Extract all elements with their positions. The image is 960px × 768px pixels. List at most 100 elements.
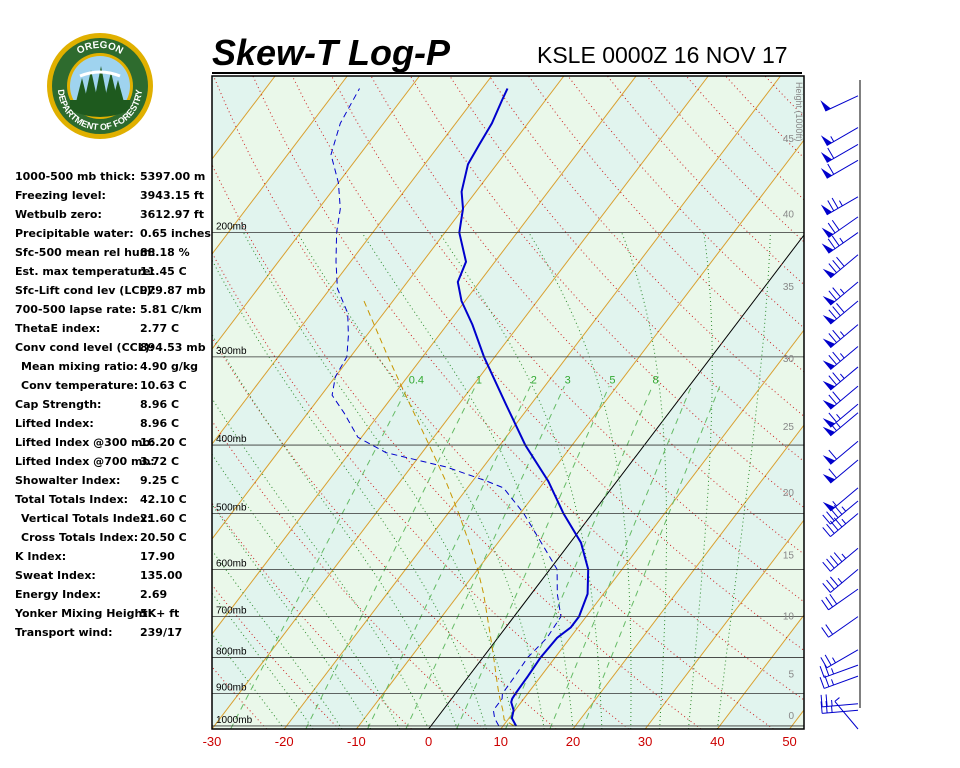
mixing-ratio-label: 1 bbox=[476, 374, 482, 386]
wind-barb bbox=[820, 649, 859, 669]
stat-value: 5397.00 m bbox=[140, 170, 206, 183]
stat-label: Est. max temperature: bbox=[15, 265, 155, 278]
wind-barb bbox=[821, 616, 859, 638]
wind-barb bbox=[821, 216, 859, 238]
stat-label: Lifted Index @300 mb: bbox=[15, 436, 155, 449]
wind-barb-half-flag bbox=[830, 136, 835, 142]
wind-barb-flag bbox=[832, 306, 841, 317]
wind-barb-pennant bbox=[822, 295, 836, 306]
dewpoint-profile bbox=[330, 88, 562, 727]
pressure-label: 800mb bbox=[216, 647, 247, 658]
pressure-label: 200mb bbox=[216, 222, 247, 233]
oregon-department-of-forestry-logo: OREGON DEPARTMENT OF FORESTRY bbox=[47, 33, 153, 139]
height-tick-label: 20 bbox=[783, 488, 795, 499]
isotherm bbox=[0, 76, 203, 729]
wind-barb-staff bbox=[824, 664, 859, 678]
dry-adiabat bbox=[212, 163, 702, 729]
height-tick-label: 5 bbox=[788, 670, 794, 681]
mixing-ratio-line bbox=[367, 385, 531, 729]
stat-row: Wetbulb zero: 3612.97 ft bbox=[15, 206, 215, 225]
moist-adiabat bbox=[716, 232, 771, 729]
stat-row: Sfc-Lift cond lev (LCL): 979.87 mb bbox=[15, 282, 215, 301]
stat-label: Conv cond level (CCL): bbox=[15, 341, 155, 354]
wind-barb-flag bbox=[832, 391, 841, 402]
stat-value: 2.77 C bbox=[140, 322, 180, 335]
wind-barb bbox=[822, 324, 859, 349]
wind-barb-flag bbox=[828, 290, 837, 301]
stat-label: 700-500 lapse rate: bbox=[15, 303, 137, 316]
isotherm bbox=[0, 76, 131, 729]
wind-barb-staff bbox=[830, 459, 859, 484]
wind-barb-half-flag bbox=[831, 679, 835, 686]
wind-barb bbox=[821, 588, 859, 611]
stat-value: 4.90 g/kg bbox=[140, 360, 199, 373]
wind-barb bbox=[822, 281, 859, 306]
wind-barb-pennant bbox=[822, 426, 836, 436]
wind-barb-flag bbox=[820, 701, 823, 714]
temperature-tick-label: -30 bbox=[203, 734, 222, 749]
zero-isotherm bbox=[428, 234, 804, 729]
stat-value: 11.45 C bbox=[140, 265, 187, 278]
wind-barb-staff bbox=[830, 440, 859, 465]
wind-barb-pennant bbox=[822, 455, 836, 465]
wind-barb-flag bbox=[828, 375, 837, 386]
moist-adiabat bbox=[528, 232, 632, 729]
wind-barb bbox=[820, 196, 859, 216]
moist-adiabat bbox=[688, 232, 713, 729]
wind-barb-half-flag bbox=[841, 518, 847, 525]
mixing-ratio-label: 5 bbox=[609, 374, 615, 386]
wind-barb-half-flag bbox=[839, 331, 845, 337]
stat-label: Energy Index: bbox=[15, 588, 101, 601]
wind-barb-flag bbox=[828, 263, 837, 274]
plot-frame bbox=[211, 75, 805, 730]
wind-barb-flag bbox=[831, 235, 840, 247]
wind-barb bbox=[820, 127, 859, 147]
dry-adiabat bbox=[212, 251, 629, 729]
wind-barb-flag bbox=[821, 627, 829, 638]
stat-row: Cap Strength: 8.96 C bbox=[15, 396, 215, 415]
wind-barb bbox=[821, 232, 859, 254]
dry-adiabat bbox=[370, 76, 804, 555]
stat-value: 0.65 inches bbox=[140, 227, 211, 240]
wind-barb-flag bbox=[829, 593, 838, 605]
wind-barb-pennant bbox=[820, 100, 831, 111]
mixing-ratio-line bbox=[405, 385, 565, 729]
isotherm bbox=[212, 76, 493, 445]
stat-label: Sweat Index: bbox=[15, 569, 96, 582]
stat-value: 3943.15 ft bbox=[140, 189, 204, 202]
wind-barb bbox=[822, 547, 859, 572]
stat-value: 17.90 bbox=[140, 550, 175, 563]
pressure-label: 500mb bbox=[216, 502, 247, 513]
stat-value: 3612.97 ft bbox=[140, 208, 204, 221]
wind-barb-half-flag bbox=[837, 577, 843, 584]
isotherm-band bbox=[284, 76, 804, 729]
wind-barb bbox=[822, 568, 859, 593]
isotherm bbox=[212, 76, 709, 729]
stat-label: Transport wind: bbox=[15, 626, 113, 639]
stat-label: ThetaE index: bbox=[15, 322, 101, 335]
isotherm bbox=[212, 76, 565, 540]
wind-barb-pennant bbox=[822, 501, 836, 512]
wind-barb-staff bbox=[830, 412, 859, 437]
wind-barb bbox=[822, 366, 859, 391]
wind-barb bbox=[819, 675, 859, 689]
stat-row: Transport wind: 239/17 bbox=[15, 624, 215, 643]
temperature-tick-label: 10 bbox=[494, 734, 508, 749]
height-tick-label: 30 bbox=[783, 354, 795, 365]
pressure-label: 700mb bbox=[216, 606, 247, 617]
moist-adiabat bbox=[297, 232, 545, 729]
isotherm bbox=[0, 76, 59, 729]
wind-barb-flag bbox=[828, 354, 837, 365]
wind-barb-half-flag bbox=[838, 200, 843, 207]
wind-barb-flag bbox=[833, 552, 843, 563]
isotherm bbox=[644, 519, 804, 729]
height-tick-label: 40 bbox=[783, 210, 795, 221]
wind-barb-staff bbox=[830, 500, 859, 525]
wind-barb-flag bbox=[825, 694, 828, 707]
wind-barb-half-flag bbox=[831, 699, 833, 707]
stat-label: Conv temperature: bbox=[21, 379, 139, 392]
wind-barb bbox=[822, 459, 859, 484]
moist-adiabat bbox=[212, 503, 372, 729]
mixing-ratio-line bbox=[456, 385, 610, 729]
wind-barb bbox=[822, 254, 859, 279]
